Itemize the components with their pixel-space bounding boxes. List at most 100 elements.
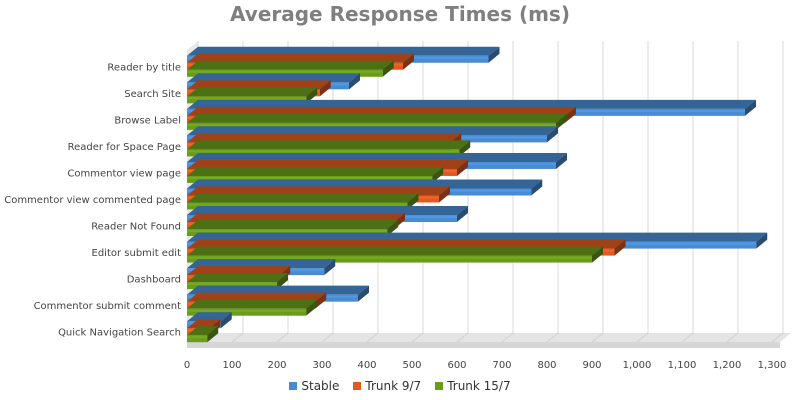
bar-top: [187, 232, 768, 242]
category-label: Editor submit edit: [92, 248, 182, 259]
x-tick-label: 1,000: [623, 360, 652, 371]
x-tick-label: 400: [357, 360, 376, 371]
bar-end: [565, 106, 576, 123]
gridline-floor: [321, 332, 334, 343]
bar: [187, 220, 399, 237]
category-label: Commentor submit comment: [34, 301, 182, 312]
bar-top: [187, 206, 468, 216]
x-tick-label: 1,200: [713, 360, 742, 371]
category-label: Reader for Space Page: [68, 142, 181, 153]
legend-item: Stable: [289, 379, 339, 393]
x-tick-label: 900: [582, 360, 601, 371]
floor-edge: [187, 342, 780, 348]
bar-highlight: [187, 203, 408, 206]
bar-highlight: [187, 283, 277, 286]
bar-front: [187, 202, 408, 210]
bar-top: [187, 186, 450, 196]
bar-front: [187, 69, 383, 77]
bar-top: [187, 80, 331, 90]
bar-front: [187, 282, 277, 290]
bar-top: [187, 106, 576, 116]
gridline-floor: [501, 332, 514, 343]
category-label: Commentor view commented page: [4, 195, 181, 206]
x-tick-label: 100: [222, 360, 241, 371]
bar-top: [187, 99, 756, 109]
gridline-floor: [231, 332, 244, 343]
bar-front: [187, 175, 433, 183]
bar-end: [459, 140, 471, 157]
bar-front: [187, 122, 556, 130]
bar-end: [745, 99, 756, 116]
x-tick-label: 600: [447, 360, 466, 371]
gridline-floor: [366, 332, 379, 343]
bar-end: [592, 246, 603, 263]
bar-front: [187, 335, 208, 343]
bar: [187, 246, 603, 263]
legend-item: Trunk 9/7: [353, 379, 421, 393]
gridline-floor: [591, 332, 604, 343]
bar-end: [556, 113, 567, 130]
bar-end: [457, 206, 468, 223]
legend-swatch: [289, 382, 298, 390]
x-tick-label: 800: [537, 360, 556, 371]
bar-end: [315, 292, 327, 309]
legend-label: Trunk 9/7: [365, 379, 422, 393]
bar-end: [358, 285, 369, 302]
bar-top: [187, 312, 232, 322]
bar-top: [187, 319, 221, 329]
bar-top: [187, 266, 291, 276]
bar-top: [187, 140, 471, 150]
bar-top: [187, 299, 318, 309]
bar-end: [324, 259, 336, 276]
gridline-floor: [636, 332, 649, 343]
bar-top: [187, 53, 414, 63]
bar-end: [756, 232, 768, 249]
bar-end: [319, 80, 331, 97]
gridline-floor: [276, 332, 289, 343]
bar-top: [187, 133, 462, 143]
bar-front: [187, 149, 460, 157]
bar-end: [306, 87, 318, 104]
bar-end: [403, 53, 414, 70]
gridline-floor: [771, 332, 784, 343]
bar-top: [187, 46, 500, 56]
category-label: Reader by title: [107, 62, 181, 73]
bar-top: [187, 60, 394, 70]
bar-top: [187, 213, 405, 223]
bar-highlight: [187, 230, 388, 233]
bar-end: [306, 299, 318, 316]
bar: [187, 193, 419, 210]
bar-highlight: [187, 256, 592, 259]
bar-front: [187, 229, 388, 237]
bar-top: [187, 152, 567, 162]
x-tick-label: 300: [312, 360, 331, 371]
bar-top: [187, 259, 336, 269]
bar-end: [387, 220, 399, 237]
bar: [187, 273, 288, 290]
bar-top: [187, 220, 399, 230]
bar-top: [187, 87, 318, 97]
labels-layer: 0 100 200 300 400 500 600 700 800 900 1,000 1,100 1,…: [4, 62, 786, 371]
category-label: Reader Not Found: [91, 222, 181, 233]
gridline-floor: [726, 332, 739, 343]
legend-label: Stable: [301, 379, 340, 393]
bar-top: [187, 73, 360, 83]
bar: [187, 166, 444, 183]
bar-end: [488, 46, 500, 63]
bar-top: [187, 166, 444, 176]
bar-top: [187, 126, 558, 136]
bar: [187, 326, 219, 343]
legend-item: Trunk 15/7: [435, 379, 511, 393]
bar: [187, 140, 471, 157]
bar-top: [187, 292, 327, 302]
bar-end: [407, 193, 419, 210]
chart-title: Average Response Times (ms): [230, 2, 570, 26]
bar-top: [187, 273, 288, 283]
legend-swatch: [353, 382, 362, 390]
x-tick-label: 1,300: [758, 360, 787, 371]
gridline-floor: [456, 332, 469, 343]
category-label: Quick Navigation Search: [58, 328, 181, 339]
x-tick-label: 0: [184, 360, 190, 371]
bar-end: [207, 326, 219, 343]
